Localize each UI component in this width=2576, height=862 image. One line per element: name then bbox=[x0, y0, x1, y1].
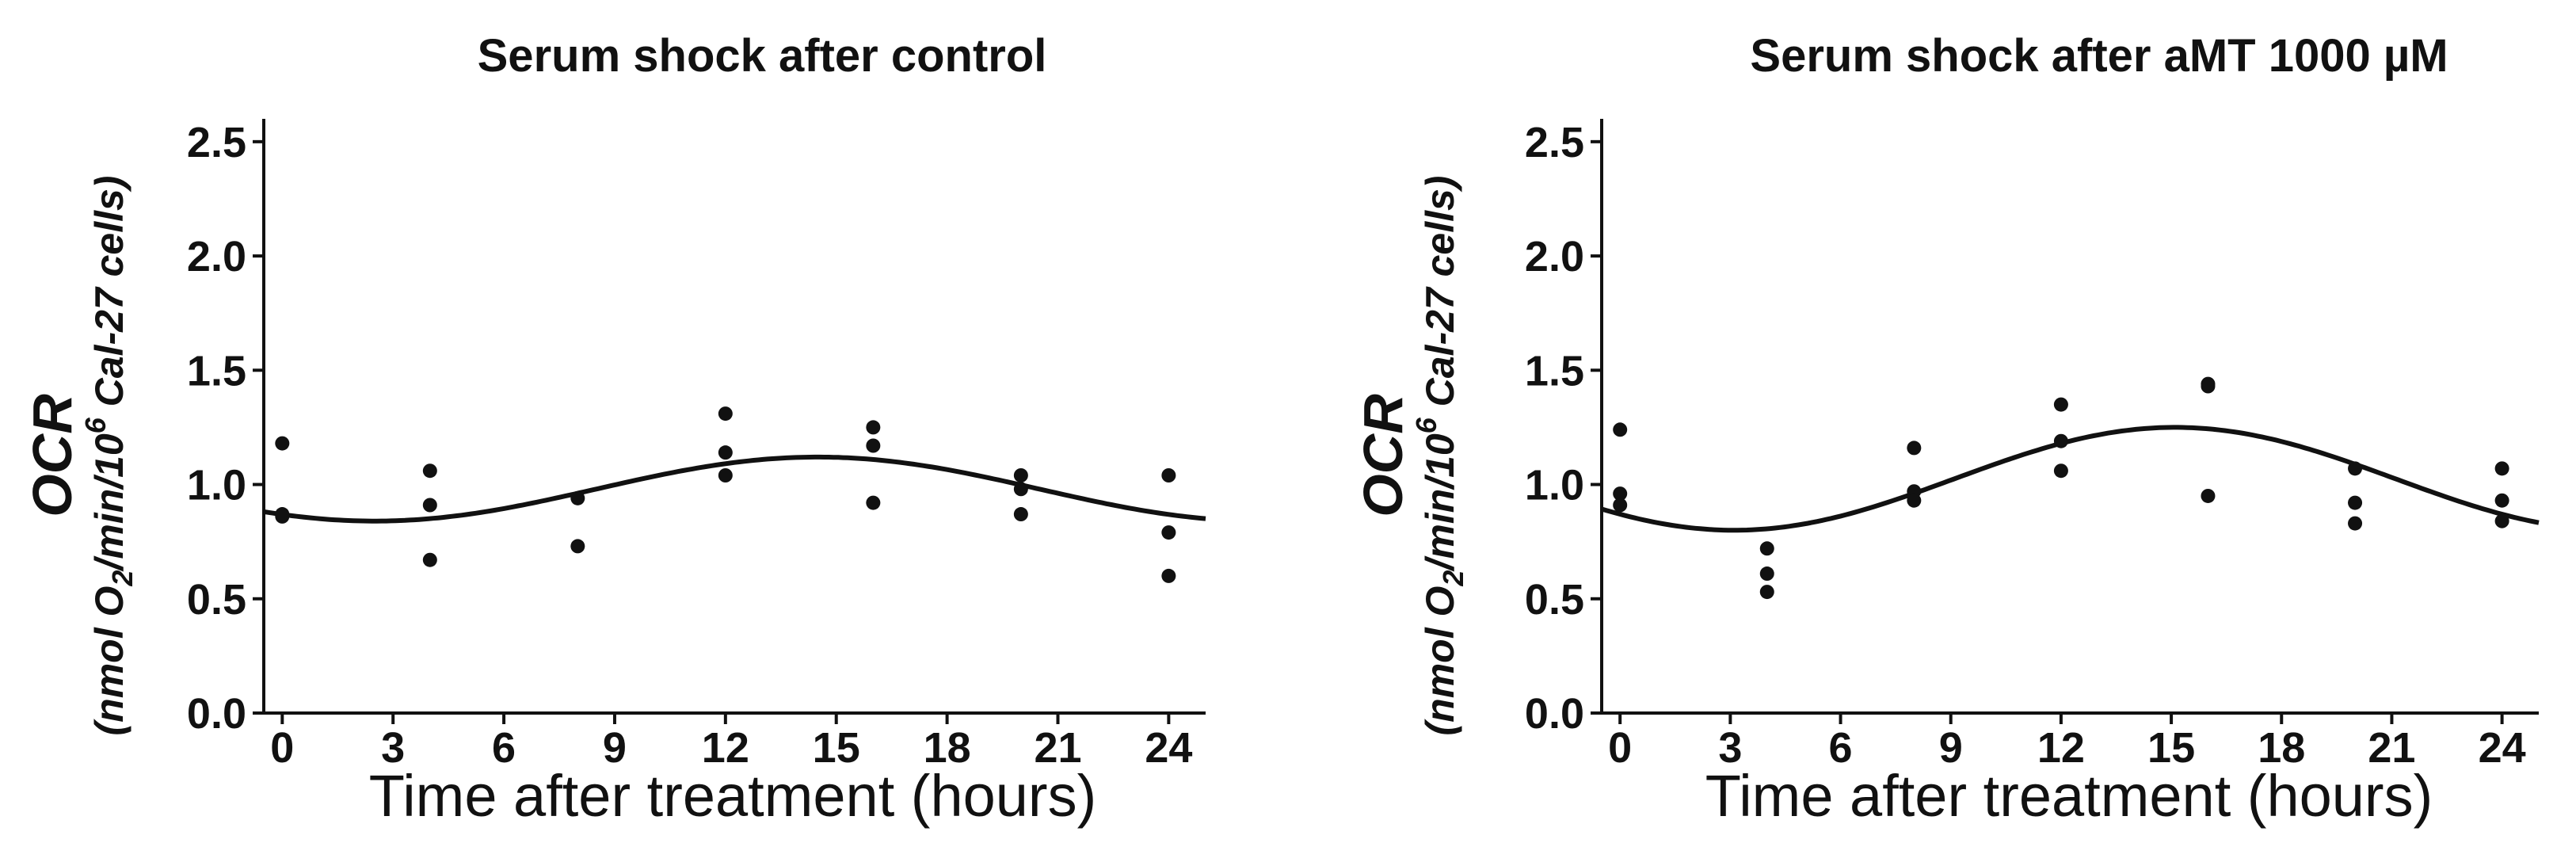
data-point bbox=[570, 490, 585, 505]
fit-curve-group bbox=[1601, 425, 2540, 533]
y-unit-sup: 6 bbox=[1410, 417, 1442, 433]
data-point bbox=[1613, 486, 1628, 502]
y-tick-label: 1.5 bbox=[1525, 347, 1584, 395]
y-unit-sub: 2 bbox=[1437, 570, 1469, 587]
data-point bbox=[422, 498, 437, 513]
y-tick-label: 0.0 bbox=[187, 690, 246, 738]
data-point bbox=[2053, 397, 2068, 412]
y-axis-label: (nmol O2/min/106 Cal-27 cells) OCR bbox=[1352, 176, 1469, 736]
chart-panel-control: Serum shock after control (nmol O2/min/1… bbox=[21, 30, 1206, 829]
y-axis-title: OCR bbox=[1352, 394, 1414, 517]
data-point bbox=[1759, 566, 1774, 582]
data-point bbox=[1013, 507, 1028, 522]
data-point bbox=[2348, 516, 2363, 531]
y-tick-label: 0.0 bbox=[1525, 690, 1584, 738]
y-unit-sub: 2 bbox=[106, 570, 139, 587]
data-point bbox=[1161, 468, 1176, 482]
data-point bbox=[275, 509, 290, 524]
data-point bbox=[718, 468, 733, 482]
y-unit-pre: (nmol O bbox=[87, 586, 131, 736]
x-axis-title: Time after treatment (hours) bbox=[1705, 763, 2433, 829]
y-unit-post: Cal-27 cells) bbox=[1418, 176, 1462, 418]
data-point bbox=[2053, 463, 2068, 479]
y-axis-title: OCR bbox=[21, 394, 83, 517]
y-tick-label: 2.5 bbox=[1525, 119, 1584, 166]
data-point bbox=[1759, 541, 1774, 556]
fit-curve bbox=[263, 454, 1206, 524]
x-tick-label: 18 bbox=[2258, 724, 2305, 772]
data-point bbox=[1161, 568, 1176, 583]
data-point bbox=[1613, 422, 1628, 437]
data-point bbox=[1161, 525, 1176, 540]
x-tick-label: 18 bbox=[924, 724, 971, 772]
data-points bbox=[275, 406, 1176, 583]
data-point bbox=[866, 438, 881, 453]
data-point bbox=[866, 420, 881, 435]
x-tick-label: 9 bbox=[1939, 724, 1963, 772]
x-tick-label: 15 bbox=[813, 724, 860, 772]
y-unit-pre: (nmol O bbox=[1418, 586, 1462, 736]
x-tick-label: 3 bbox=[1718, 724, 1742, 772]
y-tick-label: 1.0 bbox=[187, 462, 246, 509]
chart-title: Serum shock after control bbox=[478, 30, 1047, 82]
x-tick-label: 24 bbox=[1145, 724, 1192, 772]
y-tick-label: 1.0 bbox=[1525, 462, 1584, 509]
data-point bbox=[1613, 498, 1628, 513]
x-tick-label: 0 bbox=[1608, 724, 1632, 772]
y-unit-mid: /min/10 bbox=[87, 433, 131, 571]
data-point bbox=[2494, 461, 2509, 476]
data-point bbox=[275, 436, 290, 451]
y-tick-label: 2.0 bbox=[1525, 233, 1584, 280]
fit-curve bbox=[1601, 425, 2540, 533]
data-point bbox=[2201, 379, 2216, 394]
fit-curve-group bbox=[263, 454, 1206, 524]
axes: 0.0 0.5 1.0 1.5 2.0 2.5 0 3 6 9 12 15 18 21 24 bbox=[187, 119, 1206, 772]
x-tick-label: 6 bbox=[1829, 724, 1853, 772]
y-unit-sup: 6 bbox=[79, 417, 112, 433]
x-tick-label: 21 bbox=[1034, 724, 1081, 772]
data-point bbox=[718, 445, 733, 460]
y-axis-unit: (nmol O2/min/106 Cal-27 cells) bbox=[1410, 176, 1469, 736]
y-tick-label: 2.5 bbox=[187, 119, 246, 166]
data-point bbox=[2053, 433, 2068, 448]
x-tick-label: 3 bbox=[381, 724, 405, 772]
chart-title: Serum shock after aMT 1000 µM bbox=[1750, 30, 2448, 82]
y-tick-label: 0.5 bbox=[1525, 576, 1584, 624]
data-point bbox=[1013, 482, 1028, 497]
y-tick-label: 2.0 bbox=[187, 233, 246, 280]
data-point bbox=[2201, 488, 2216, 503]
data-point bbox=[422, 463, 437, 479]
y-axis-unit: (nmol O2/min/106 Cal-27 cells) bbox=[79, 176, 139, 736]
data-point bbox=[422, 552, 437, 567]
x-tick-label: 12 bbox=[2037, 724, 2085, 772]
data-point bbox=[866, 495, 881, 510]
y-unit-post: Cal-27 cells) bbox=[87, 176, 131, 418]
data-point bbox=[1907, 493, 1922, 508]
axes: 0.0 0.5 1.0 1.5 2.0 2.5 0 3 6 9 12 15 18 21 24 bbox=[1525, 119, 2539, 772]
x-tick-label: 24 bbox=[2479, 724, 2526, 772]
data-point bbox=[1759, 585, 1774, 600]
data-point bbox=[570, 539, 585, 554]
x-tick-label: 12 bbox=[702, 724, 749, 772]
x-tick-label: 21 bbox=[2368, 724, 2415, 772]
data-point bbox=[1013, 468, 1028, 482]
data-point bbox=[1907, 441, 1922, 456]
chart-panel-amt: Serum shock after aMT 1000 µM (nmol O2/m… bbox=[1352, 30, 2540, 829]
data-point bbox=[2348, 461, 2363, 476]
y-unit-mid: /min/10 bbox=[1418, 433, 1462, 571]
y-tick-label: 1.5 bbox=[187, 347, 246, 395]
data-point bbox=[2494, 513, 2509, 528]
x-tick-label: 15 bbox=[2147, 724, 2195, 772]
x-axis-title: Time after treatment (hours) bbox=[369, 763, 1096, 829]
data-point bbox=[2494, 493, 2509, 508]
x-tick-label: 9 bbox=[603, 724, 627, 772]
x-tick-label: 0 bbox=[270, 724, 294, 772]
y-tick-label: 0.5 bbox=[187, 576, 246, 624]
data-point bbox=[2348, 495, 2363, 510]
x-tick-label: 6 bbox=[492, 724, 516, 772]
data-points bbox=[1613, 376, 2509, 600]
data-point bbox=[718, 406, 733, 421]
y-axis-label: (nmol O2/min/106 Cal-27 cells) OCR bbox=[21, 176, 139, 736]
